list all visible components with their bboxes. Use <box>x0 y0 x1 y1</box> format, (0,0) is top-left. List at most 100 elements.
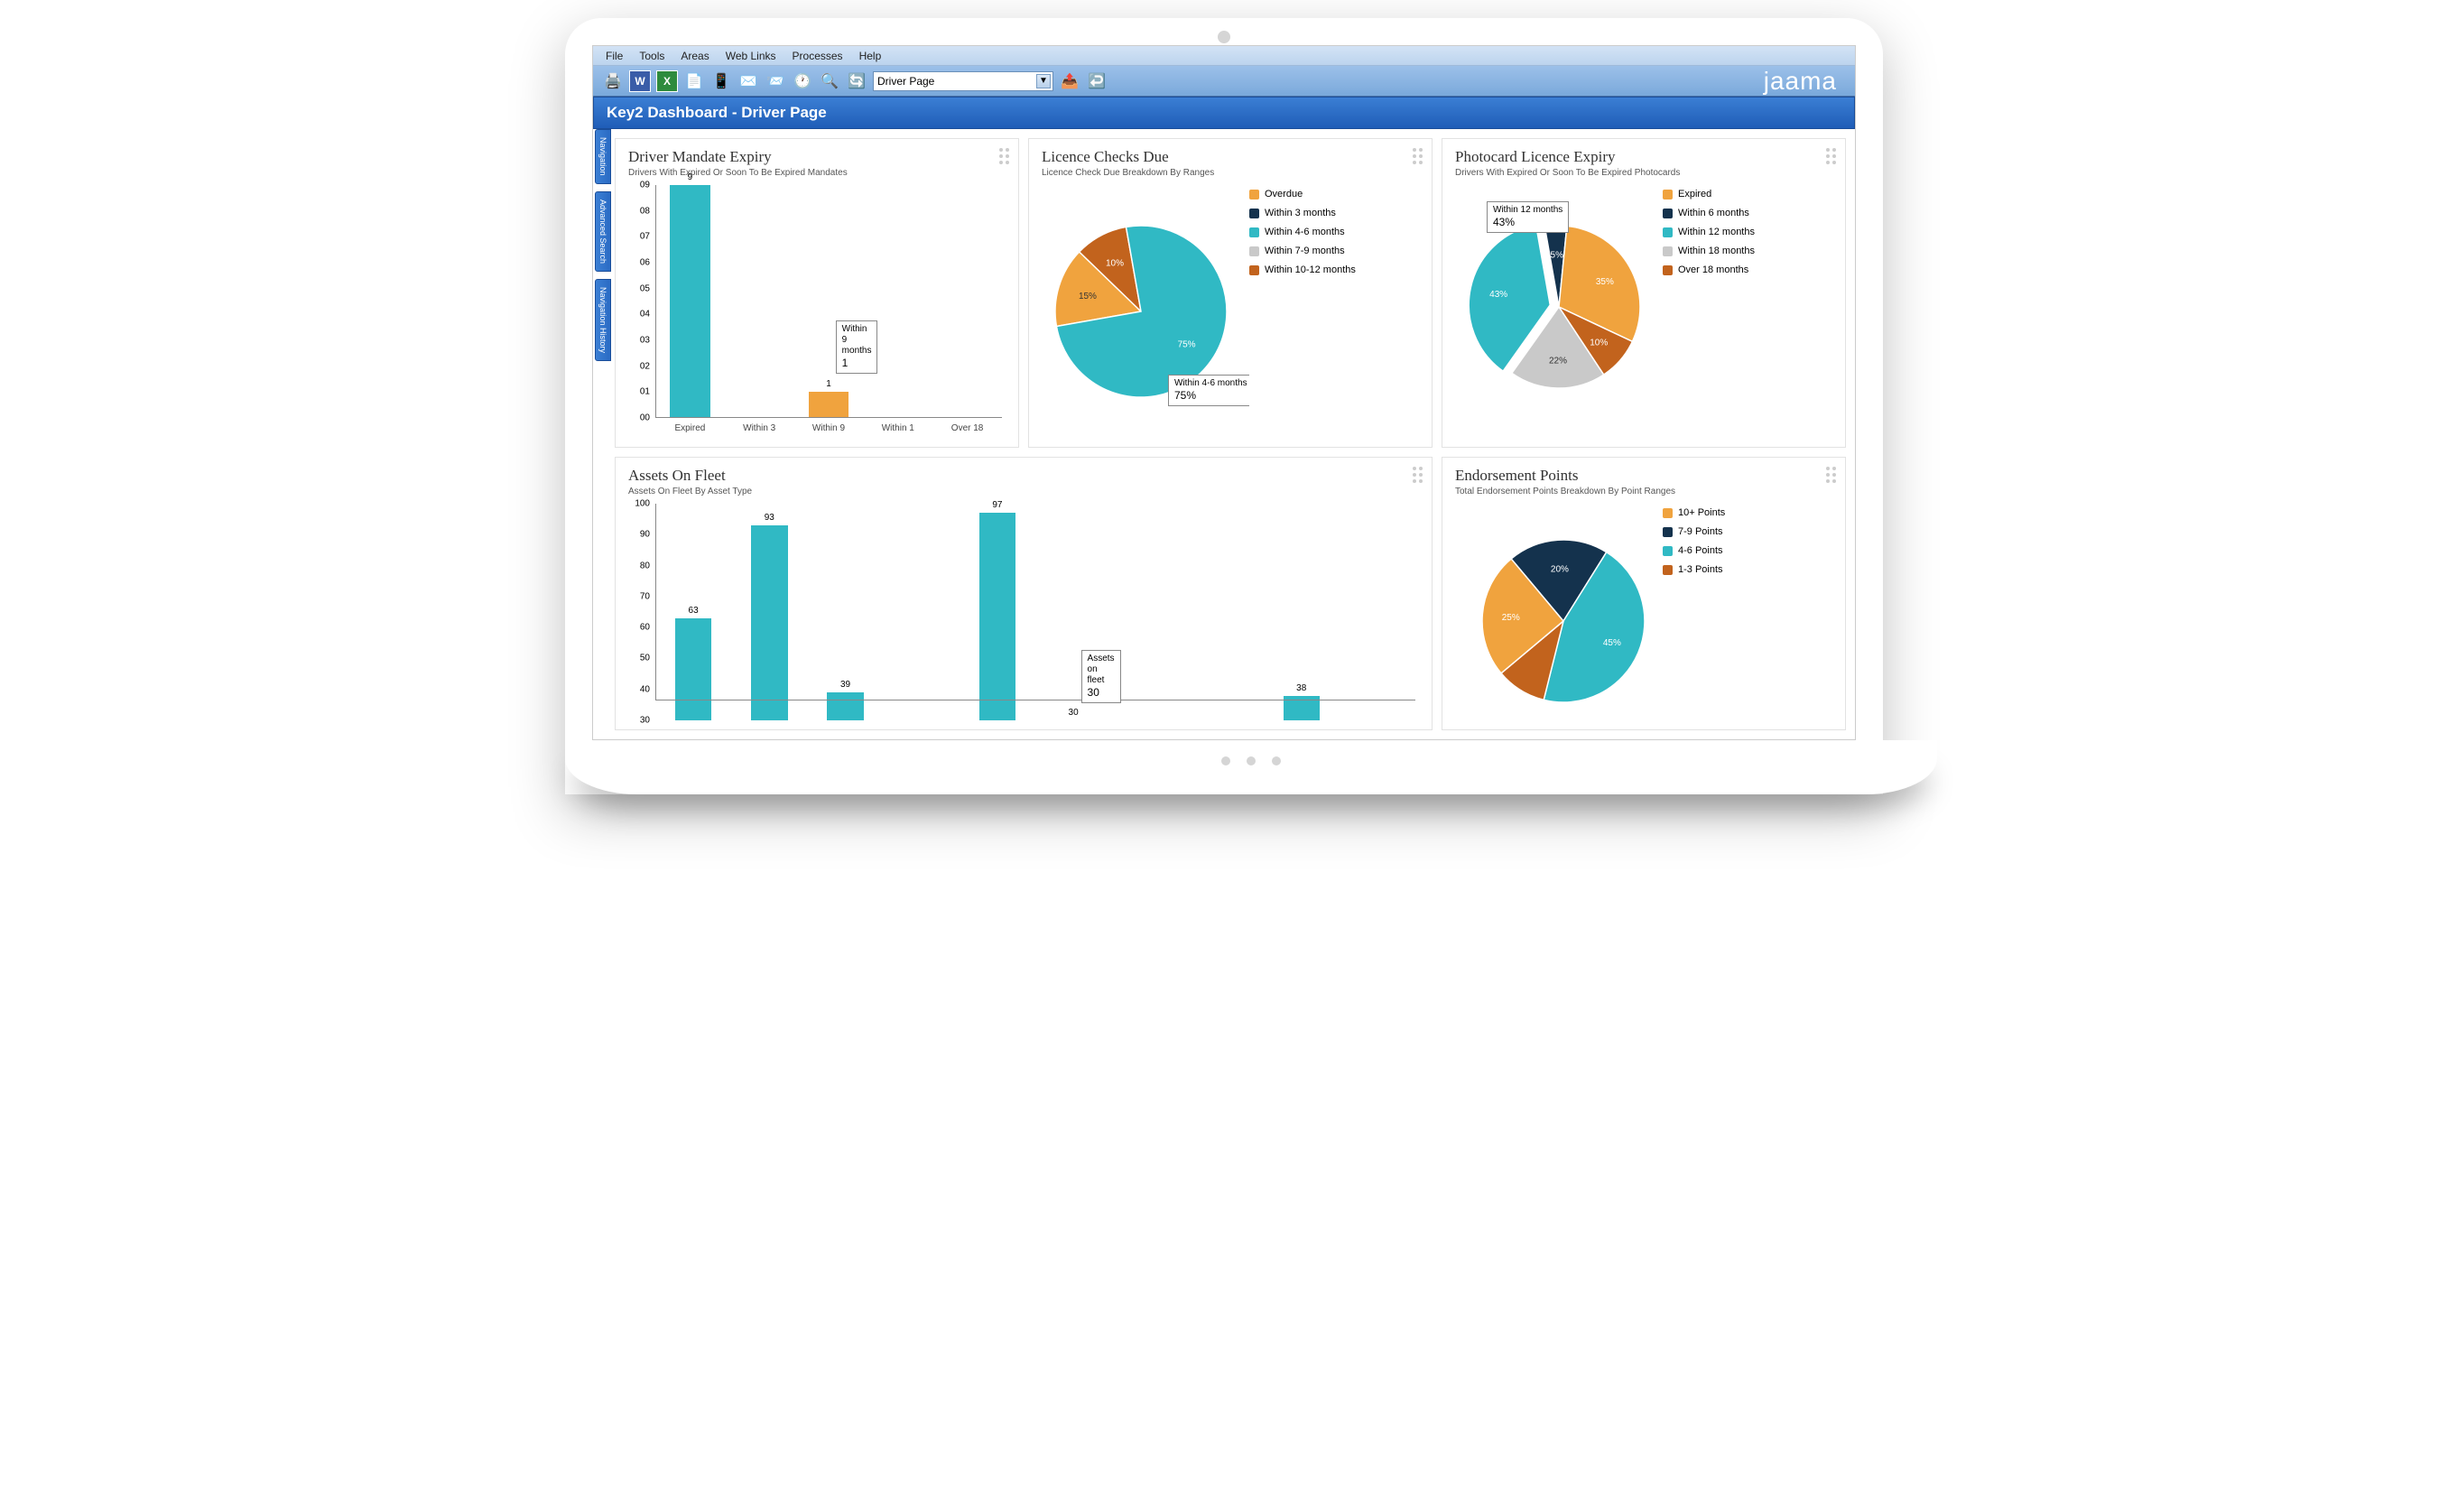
menu-help[interactable]: Help <box>852 48 889 64</box>
legend-swatch <box>1663 508 1673 518</box>
clock-icon[interactable]: 🕐 <box>792 70 813 92</box>
y-tick-label: 09 <box>640 181 650 190</box>
y-tick-label: 80 <box>640 561 650 570</box>
document-icon[interactable]: 📄 <box>683 70 705 92</box>
callout-value: 75% <box>1174 389 1196 402</box>
bar[interactable]: 39 <box>827 692 863 720</box>
legend-swatch <box>1249 246 1259 256</box>
undo-icon[interactable]: ↩️ <box>1086 70 1108 92</box>
panel-title: Assets On Fleet <box>628 467 1419 485</box>
legend-swatch <box>1249 227 1259 237</box>
sidetab-advanced-search[interactable]: Advanced Search <box>595 191 611 272</box>
laptop-base-dots <box>1221 756 1281 765</box>
bar-slot <box>1111 504 1187 720</box>
legend-label: Overdue <box>1265 185 1303 204</box>
callout-title: Within 9 months <box>842 324 872 357</box>
menu-web-links[interactable]: Web Links <box>719 48 784 64</box>
pie-chart: 5%35%10%22%43%Within 12 months43% <box>1455 185 1663 420</box>
menu-tools[interactable]: Tools <box>632 48 672 64</box>
pie-slice-label: 15% <box>1079 292 1097 301</box>
chart-legend: ExpiredWithin 6 monthsWithin 12 monthsWi… <box>1663 185 1755 279</box>
y-tick-label: 60 <box>640 623 650 633</box>
menu-file[interactable]: File <box>598 48 630 64</box>
panel-subtitle: Total Endorsement Points Breakdown By Po… <box>1455 487 1832 496</box>
legend-label: Within 7-9 months <box>1265 242 1345 261</box>
legend-swatch <box>1663 265 1673 275</box>
pie-slice-label: 20% <box>1551 565 1569 575</box>
panel-title: Photocard Licence Expiry <box>1455 148 1832 166</box>
legend-item: Over 18 months <box>1663 261 1755 280</box>
legend-label: 7-9 Points <box>1678 523 1723 542</box>
refresh-icon[interactable]: 🔄 <box>846 70 867 92</box>
y-tick-label: 05 <box>640 283 650 293</box>
bar[interactable]: 9 <box>670 185 710 418</box>
brand-logo: jaama <box>1764 66 1837 97</box>
bar-value-label: 38 <box>1296 683 1306 693</box>
phone-icon[interactable]: 📱 <box>710 70 732 92</box>
bar[interactable]: 93 <box>751 525 787 720</box>
legend-swatch <box>1249 209 1259 218</box>
print-icon[interactable]: 🖨️ <box>602 70 624 92</box>
mail-icon[interactable]: ✉️ <box>737 70 759 92</box>
forward-icon[interactable]: 📤 <box>1059 70 1080 92</box>
legend-item: Overdue <box>1249 185 1356 204</box>
sidetab-navigation[interactable]: Navigation <box>595 129 611 184</box>
bar-value-label: 9 <box>688 172 693 182</box>
bar-value-label: 30 <box>1069 708 1079 718</box>
bar-slot: 63 <box>655 504 731 720</box>
y-tick-label: 07 <box>640 232 650 242</box>
legend-item: 4-6 Points <box>1663 542 1725 561</box>
laptop-mockup: FileToolsAreasWeb LinksProcessesHelp 🖨️ … <box>565 18 1883 794</box>
side-tabs: Navigation Advanced Search Navigation Hist… <box>595 129 611 361</box>
panel-assets-on-fleet: Assets On Fleet Assets On Fleet By Asset… <box>615 457 1433 730</box>
panel-endorsement-points: Endorsement Points Total Endorsement Poi… <box>1442 457 1846 730</box>
legend-swatch <box>1663 190 1673 199</box>
search-icon[interactable]: 🔍 <box>819 70 840 92</box>
y-tick-label: 30 <box>640 716 650 726</box>
x-tick-label: Over 18 <box>932 420 1002 438</box>
pie-slice-label: 25% <box>1502 613 1520 623</box>
bar[interactable]: 97 <box>979 513 1015 720</box>
x-tick-label: Within 3 <box>725 420 794 438</box>
y-tick-label: 08 <box>640 206 650 216</box>
legend-label: Over 18 months <box>1678 261 1748 280</box>
bar-value-label: 97 <box>992 500 1002 510</box>
y-tick-label: 90 <box>640 530 650 540</box>
y-tick-label: 70 <box>640 591 650 601</box>
bar-slot <box>725 185 794 418</box>
word-icon[interactable]: W <box>629 70 651 92</box>
x-tick-label: Within 1 <box>863 420 932 438</box>
callout-title: Within 4-6 months <box>1174 378 1247 389</box>
panel-subtitle: Drivers With Expired Or Soon To Be Expir… <box>1455 168 1832 178</box>
chart-legend: 10+ Points7-9 Points4-6 Points1-3 Points <box>1663 504 1725 580</box>
y-tick-label: 100 <box>635 499 650 509</box>
panel-driver-mandate-expiry: Driver Mandate Expiry Drivers With Expir… <box>615 138 1019 448</box>
menu-processes[interactable]: Processes <box>785 48 850 64</box>
legend-label: Expired <box>1678 185 1711 204</box>
panel-menu-icon[interactable] <box>1826 467 1836 483</box>
page-title-bar: Key2 Dashboard - Driver Page <box>593 97 1855 129</box>
panel-photocard-licence-expiry: Photocard Licence Expiry Drivers With Ex… <box>1442 138 1846 448</box>
panel-menu-icon[interactable] <box>1826 148 1836 164</box>
dashboard-grid: Driver Mandate Expiry Drivers With Expir… <box>593 129 1855 739</box>
panel-menu-icon[interactable] <box>1413 467 1423 483</box>
y-tick-label: 04 <box>640 310 650 320</box>
menu-areas[interactable]: Areas <box>673 48 716 64</box>
y-tick-label: 01 <box>640 387 650 397</box>
panel-title: Driver Mandate Expiry <box>628 148 1006 166</box>
bar[interactable]: 63 <box>675 618 711 720</box>
bar-slot: 1Within 9 months1 <box>794 185 864 418</box>
legend-swatch <box>1663 227 1673 237</box>
mail-open-icon[interactable]: 📨 <box>765 70 786 92</box>
page-title: Key2 Dashboard - Driver Page <box>607 104 827 121</box>
pie-slice-label: 75% <box>1178 339 1196 349</box>
bar[interactable]: 1 <box>809 392 849 418</box>
excel-icon[interactable]: X <box>656 70 678 92</box>
legend-item: Within 7-9 months <box>1249 242 1356 261</box>
sidetab-navigation-history[interactable]: Navigation History <box>595 279 611 361</box>
bar-slot <box>863 185 932 418</box>
page-selector-dropdown[interactable]: Driver Page ▼ <box>873 71 1053 91</box>
panel-menu-icon[interactable] <box>1413 148 1423 164</box>
panel-menu-icon[interactable] <box>999 148 1009 164</box>
bar-slot: 38 <box>1264 504 1340 720</box>
